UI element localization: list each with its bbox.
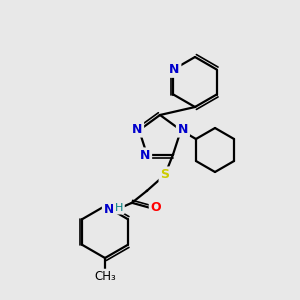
Text: N: N [132,123,142,136]
Text: H: H [115,203,123,213]
Text: S: S [160,168,169,181]
Text: N: N [169,63,179,76]
Text: N: N [178,123,188,136]
Text: CH₃: CH₃ [94,271,116,284]
Text: N: N [104,203,114,216]
Text: O: O [151,201,161,214]
Text: N: N [140,149,150,162]
